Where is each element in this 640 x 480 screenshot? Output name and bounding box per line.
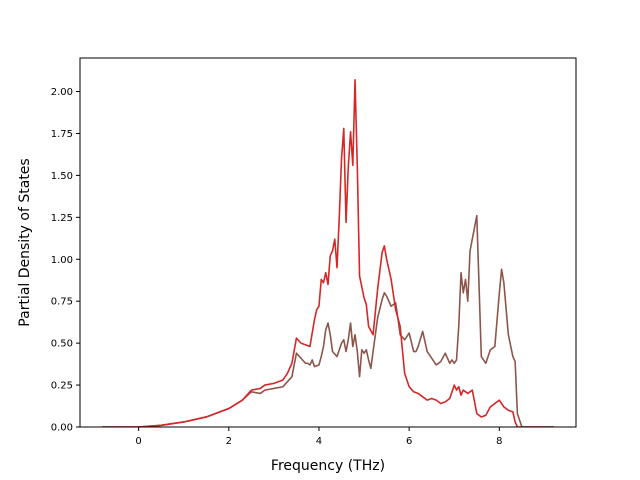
x-tick-label: 8 — [496, 436, 502, 447]
x-tick-label: 6 — [406, 436, 412, 447]
y-tick-label: 0.00 — [51, 423, 73, 434]
y-tick-label: 0.50 — [51, 339, 73, 350]
x-tick-label: 0 — [135, 436, 141, 447]
y-tick-label: 0.25 — [51, 381, 73, 392]
x-tick-label: 4 — [316, 436, 322, 447]
y-axis: 0.00 0.25 0.50 0.75 1.00 1.25 1.50 1.75 2.00 — [51, 87, 80, 434]
y-tick-label: 1.25 — [51, 213, 73, 224]
plot-frame — [79, 57, 577, 428]
series-line-2 — [101, 79, 555, 427]
x-tick-label: 2 — [226, 436, 232, 447]
y-tick-label: 0.75 — [51, 297, 73, 308]
y-tick-label: 1.00 — [51, 255, 73, 266]
x-axis: 0 2 4 6 8 — [135, 427, 503, 447]
x-axis-label: Frequency (THz) — [271, 458, 385, 474]
y-tick-label: 1.50 — [51, 171, 73, 182]
y-tick-label: 2.00 — [51, 87, 73, 98]
series-layer — [101, 79, 555, 427]
y-tick-label: 1.75 — [51, 129, 73, 140]
y-axis-label: Partial Density of States — [17, 158, 33, 326]
series-line-1 — [101, 214, 555, 427]
